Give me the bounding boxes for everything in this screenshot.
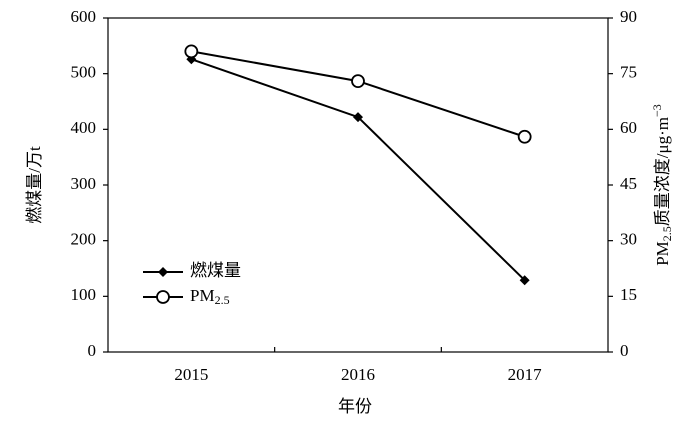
y2-tick-label: 45: [620, 174, 637, 193]
y2-label-sup: −3: [650, 104, 664, 117]
series-line: [191, 58, 526, 281]
y2-tick-label: 75: [620, 63, 637, 82]
y-tick-label: 100: [71, 285, 97, 304]
x-axis-label: 年份: [338, 397, 372, 416]
y2-tick-label: 90: [620, 7, 637, 26]
legend-marker: [156, 290, 170, 304]
y2-tick-label: 0: [620, 341, 629, 360]
point: [517, 129, 532, 144]
point: [184, 44, 199, 59]
point: [519, 275, 530, 286]
legend-marker: [158, 267, 168, 277]
y2-label-main: PM: [653, 241, 672, 266]
x-tick-label: 2016: [341, 365, 375, 384]
y2-tick-label: 60: [620, 118, 637, 137]
y-tick-label: 600: [71, 7, 97, 26]
y2-axis-label: PM2.5质量浓度/μg·m−3: [650, 104, 674, 266]
y-tick-label: 200: [71, 230, 97, 249]
legend-label: 燃煤量: [190, 261, 241, 280]
y-tick-label: 0: [88, 341, 97, 360]
y2-tick-label: 30: [620, 230, 637, 249]
y2-label-sub: 2.5: [660, 226, 674, 241]
point: [351, 74, 365, 88]
plot-frame: [107, 17, 609, 353]
y-axis-label: 燃煤量/万t: [25, 146, 44, 224]
series-line: [191, 50, 525, 138]
y-tick-label: 400: [71, 118, 97, 137]
x-tick-label: 2017: [508, 365, 543, 384]
legend-name: PM: [190, 286, 215, 305]
legend-label: PM2.5: [190, 286, 230, 307]
legend-name-sub: 2.5: [215, 293, 230, 307]
legend-name: 燃煤量: [190, 261, 241, 280]
x-tick-label: 2015: [174, 365, 208, 384]
y2-tick-label: 15: [620, 285, 637, 304]
point: [353, 112, 363, 123]
y-tick-label: 500: [71, 63, 97, 82]
y-tick-label: 300: [71, 174, 97, 193]
y2-label-rest: 质量浓度/μg·m: [653, 117, 672, 226]
